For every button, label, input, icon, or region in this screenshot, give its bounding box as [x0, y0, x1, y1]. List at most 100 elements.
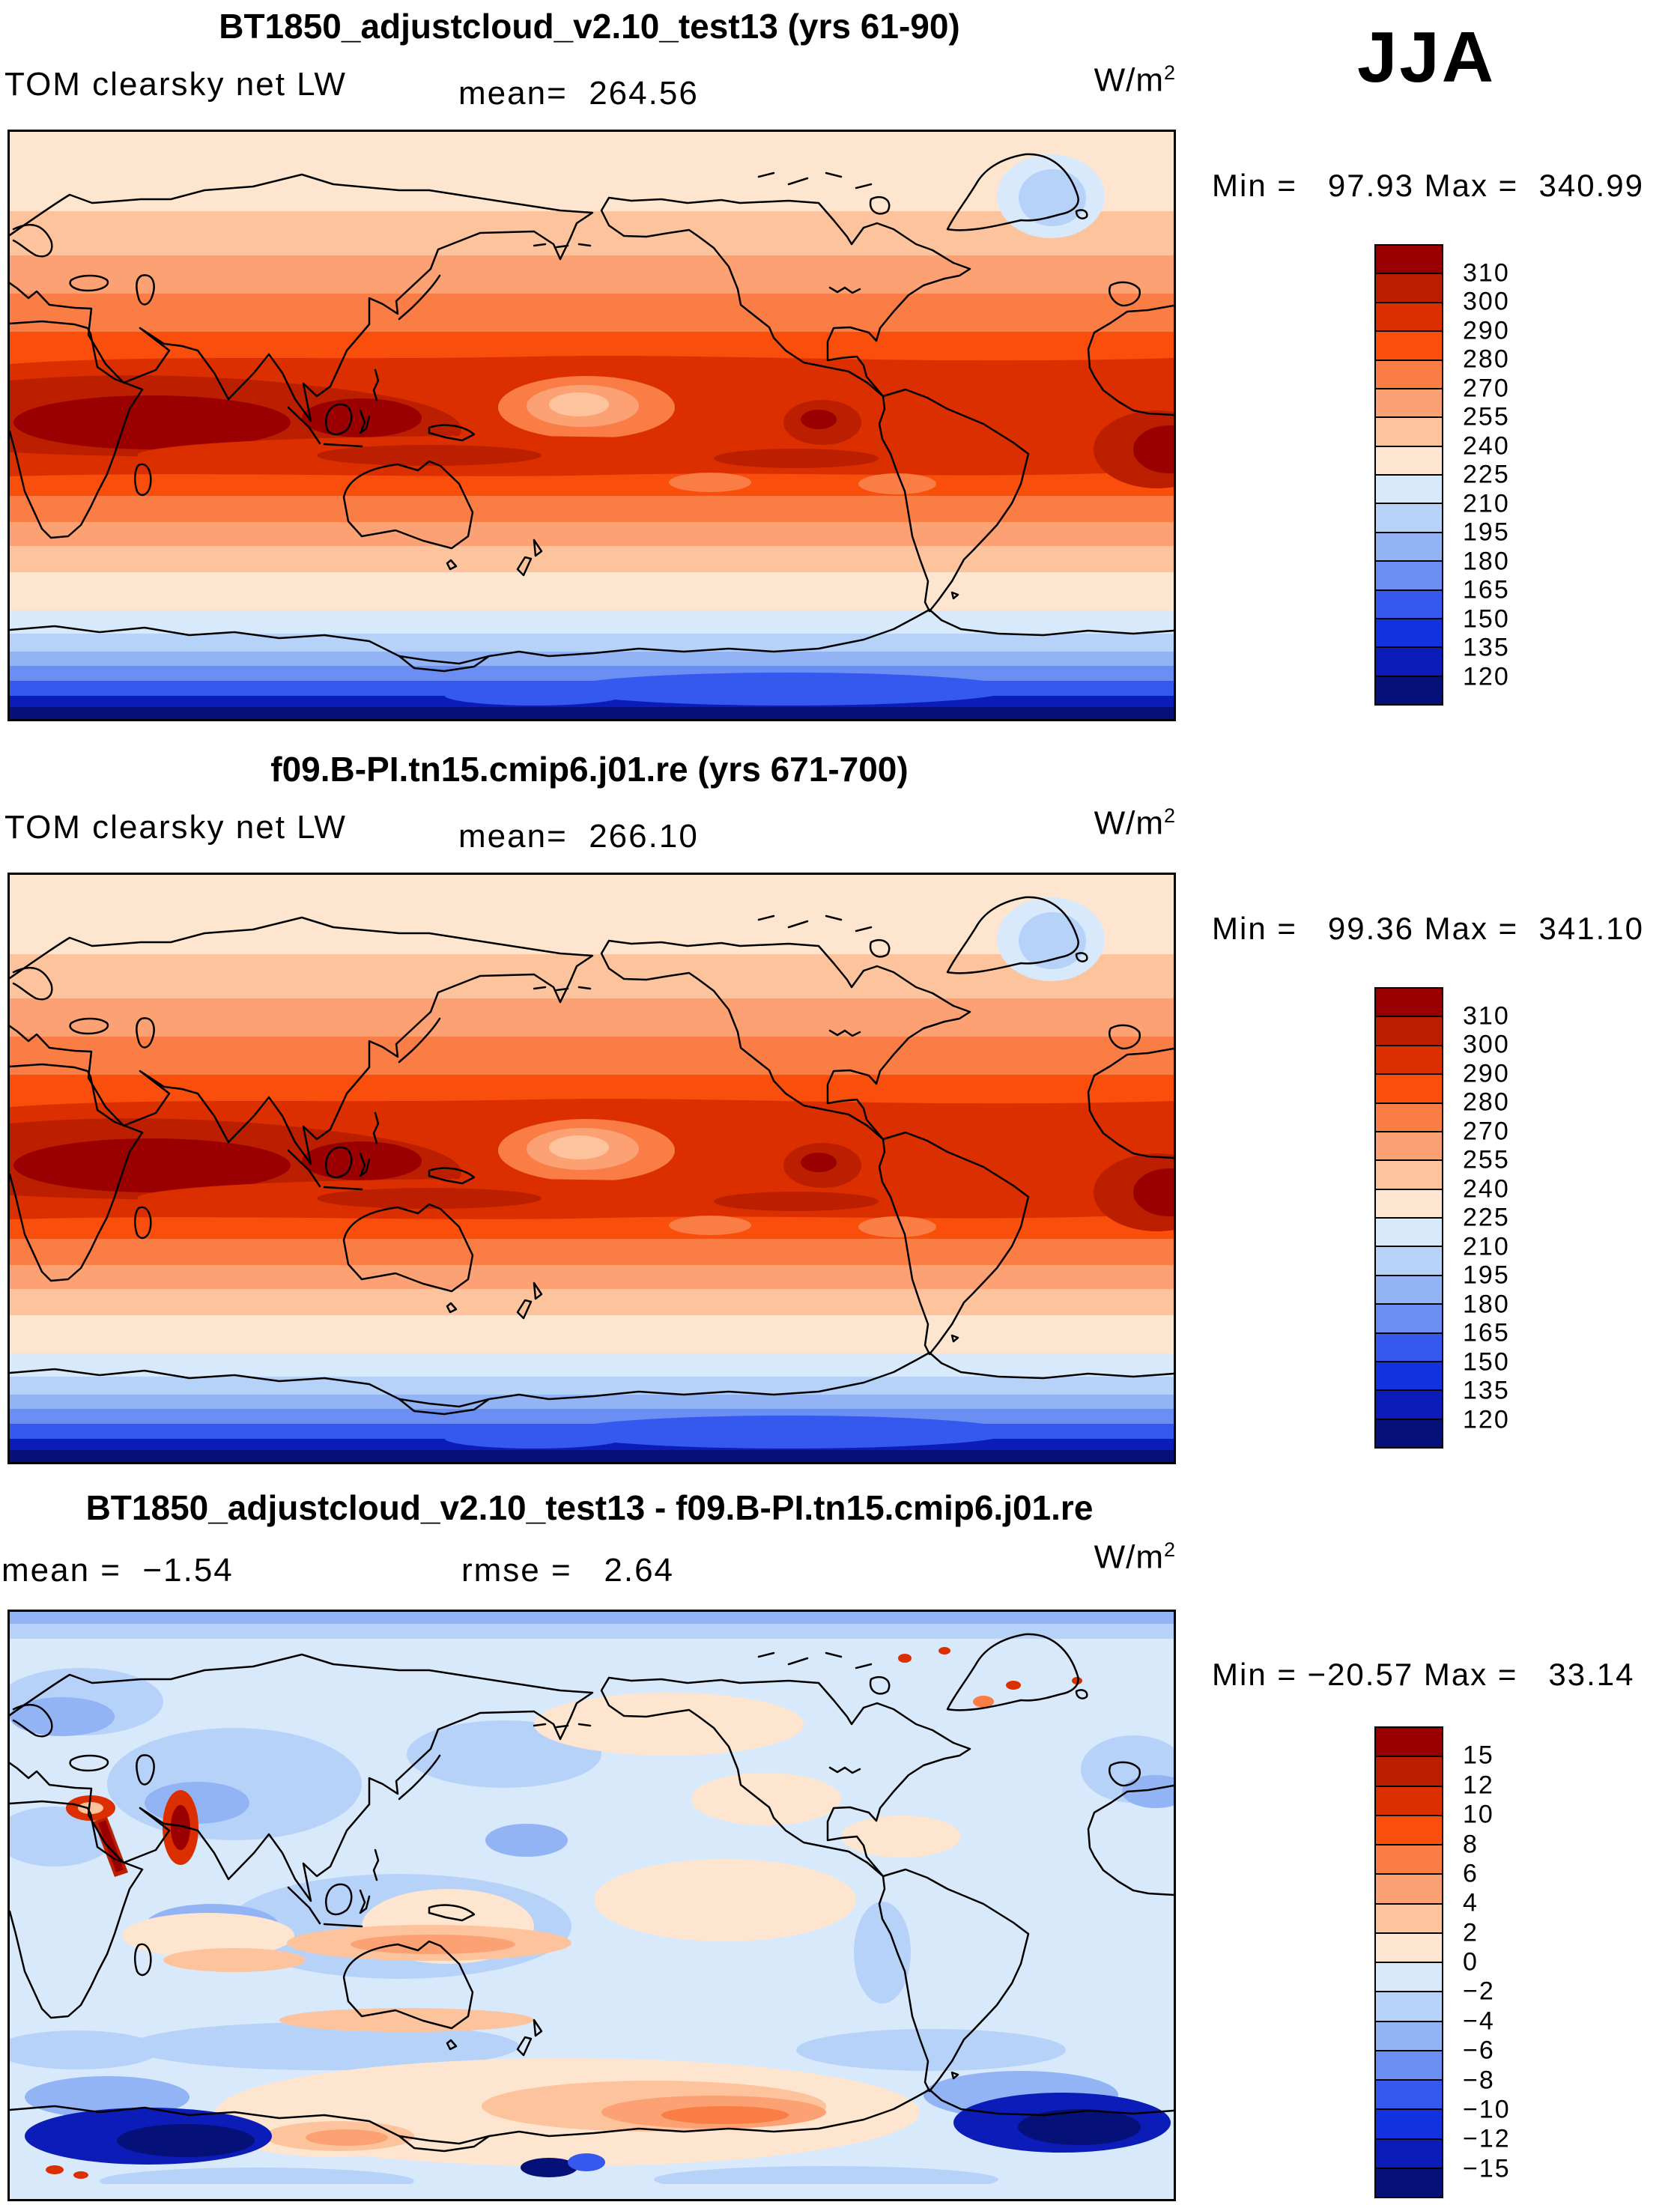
colorbar-tick-label: 195 [1463, 518, 1510, 547]
colorbar-tick-label: 165 [1463, 1318, 1510, 1347]
colorbar-tick-label: 120 [1463, 662, 1510, 691]
colorbar-tick-label: 6 [1463, 1859, 1479, 1888]
colorbar-tick-label: 300 [1463, 1030, 1510, 1059]
colorbar-segment [1376, 1360, 1442, 1390]
colorbar-segment [1376, 445, 1442, 474]
colorbar-tick-label: −8 [1463, 2066, 1495, 2094]
colorbar-tick-label: 165 [1463, 575, 1510, 604]
map-panel-2 [7, 873, 1176, 1464]
colorbar-segment [1376, 2079, 1442, 2109]
colorbar-tick-label: 210 [1463, 1232, 1510, 1261]
panel1-units-label: W/m2 [1064, 61, 1176, 100]
map-panel-1 [7, 130, 1176, 721]
panel3-rmse-stat: rmse = 2.64 [461, 1552, 675, 1589]
map-panel-3-svg [10, 1612, 1174, 2199]
panel2-minmax-stat: Min = 99.36 Max = 341.10 [1212, 911, 1644, 946]
colorbar-segment [1376, 301, 1442, 331]
colorbar-segment [1376, 989, 1442, 1016]
colorbar-tick-label: 225 [1463, 460, 1510, 489]
units-base: W/m [1094, 1538, 1164, 1576]
colorbar-segment [1376, 589, 1442, 618]
colorbar-segment [1376, 1130, 1442, 1160]
colorbar-segment [1376, 1873, 1442, 1903]
colorbar-segment [1376, 1814, 1442, 1844]
colorbar-tick-label: 180 [1463, 1290, 1510, 1318]
colorbar-segment [1376, 1188, 1442, 1217]
panel1-minmax-stat: Min = 97.93 Max = 340.99 [1212, 168, 1644, 203]
colorbar-tick-label: −15 [1463, 2154, 1511, 2183]
colorbar-tick-label: 120 [1463, 1405, 1510, 1434]
colorbar-segment [1376, 675, 1442, 704]
colorbar-tick-label: 270 [1463, 374, 1510, 402]
colorbar-tick-label: 300 [1463, 287, 1510, 316]
colorbar-tick-label: 270 [1463, 1117, 1510, 1145]
colorbar-segment [1376, 1016, 1442, 1045]
colorbar-tick-label: 310 [1463, 258, 1510, 287]
colorbar-tick-label: 12 [1463, 1771, 1494, 1800]
colorbar-segment [1376, 1991, 1442, 2021]
colorbar-segment [1376, 1418, 1442, 1447]
colorbar-tick-label: −6 [1463, 2036, 1495, 2065]
colorbar-tick-label: 180 [1463, 547, 1510, 575]
colorbar-tick-label: −10 [1463, 2095, 1511, 2124]
colorbar-segment [1376, 1932, 1442, 1962]
colorbar-segment [1376, 1159, 1442, 1189]
colorbar-tick-label: 2 [1463, 1918, 1479, 1947]
colorbar-tick-labels: 15 12 10 8 6 4 2 0 −2 −4 −6 −8 −10 −12 −15 [1463, 1726, 1583, 2198]
colorbar-segment [1376, 1844, 1442, 1874]
colorbar-segment [1376, 1332, 1442, 1361]
colorbar-tick-label: 135 [1463, 633, 1510, 662]
colorbar-tick-label: 240 [1463, 431, 1510, 460]
colorbar-tick-label: 4 [1463, 1888, 1479, 1917]
colorbar-segment [1376, 2020, 1442, 2050]
colorbar-segment [1376, 1217, 1442, 1246]
colorbar-tick-label: 150 [1463, 604, 1510, 633]
colorbar-tick-label: 10 [1463, 1800, 1494, 1829]
colorbar-tick-label: 310 [1463, 1001, 1510, 1030]
colorbar-tick-label: 135 [1463, 1376, 1510, 1405]
colorbar-segment [1376, 416, 1442, 446]
panel2-variable-label: TOM clearsky net LW [4, 809, 347, 846]
colorbar-segment [1376, 1102, 1442, 1131]
panel3-colorbar: 15 12 10 8 6 4 2 0 −2 −4 −6 −8 −10 −12 −15 [1374, 1726, 1509, 2198]
colorbar-segment [1376, 1728, 1442, 1756]
units-base: W/m [1094, 804, 1164, 842]
colorbar-segment [1376, 1756, 1442, 1786]
colorbar-segment [1376, 1274, 1442, 1304]
panel1-mean-stat: mean= 264.56 [458, 75, 699, 112]
colorbar-tick-label: 280 [1463, 1088, 1510, 1117]
panel1-title: BT1850_adjustcloud_v2.10_test13 (yrs 61-… [219, 7, 960, 46]
colorbar-segment [1376, 330, 1442, 360]
colorbar-segment [1376, 560, 1442, 589]
colorbar-segment [1376, 273, 1442, 302]
panel2-mean-stat: mean= 266.10 [458, 818, 699, 855]
colorbar-segment [1376, 503, 1442, 532]
units-base: W/m [1094, 61, 1164, 99]
panel3-minmax-stat: Min = −20.57 Max = 33.14 [1212, 1657, 1635, 1692]
colorbar-segment [1376, 2049, 1442, 2079]
colorbar-tick-label: 15 [1463, 1741, 1494, 1770]
colorbar-tick-label: 210 [1463, 489, 1510, 518]
colorbar-segment [1376, 2138, 1442, 2168]
panel2-units-label: W/m2 [1064, 804, 1176, 843]
colorbar-tick-label: 255 [1463, 402, 1510, 431]
colorbar-segment [1376, 617, 1442, 647]
colorbar-tick-label: 0 [1463, 1947, 1479, 1977]
colorbar-tick-labels: 310 300 290 280 270 255 240 225 210 195 180 165 150 1… [1463, 244, 1583, 706]
colorbar-segment [1376, 1785, 1442, 1815]
panel3-mean-stat: mean = −1.54 [1, 1552, 234, 1589]
colorbar-segment [1376, 1902, 1442, 1932]
colorbar-tick-label: 290 [1463, 1059, 1510, 1088]
colorbar-segments [1374, 987, 1443, 1449]
colorbar-segment [1376, 1962, 1442, 1992]
map-panel-2-svg [10, 875, 1174, 1462]
colorbar-tick-label: 8 [1463, 1830, 1479, 1858]
colorbar-segment [1376, 474, 1442, 503]
colorbar-segment [1376, 646, 1442, 676]
colorbar-segment [1376, 359, 1442, 388]
colorbar-segment [1376, 2108, 1442, 2138]
panel2-title: f09.B-PI.tn15.cmip6.j01.re (yrs 671-700) [270, 750, 909, 789]
panel2-colorbar: 310 300 290 280 270 255 240 225 210 195 180 165 150 1… [1374, 987, 1508, 1449]
colorbar-segment [1376, 2167, 1442, 2197]
units-exponent: 2 [1163, 61, 1176, 84]
